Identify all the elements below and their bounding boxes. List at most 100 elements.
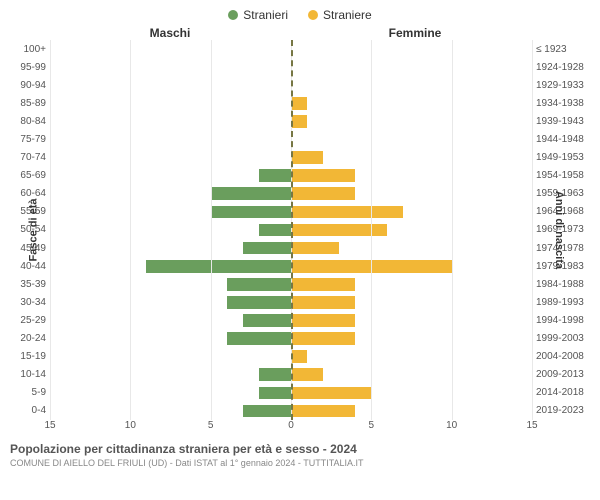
x-tick: 15 <box>44 420 55 431</box>
birth-year-labels: ≤ 19231924-19281929-19331934-19381939-19… <box>532 40 600 420</box>
center-line <box>291 40 293 420</box>
x-tick: 5 <box>208 420 214 431</box>
birth-label: 1924-1928 <box>536 58 600 76</box>
age-label: 75-79 <box>0 130 46 148</box>
x-tick: 0 <box>288 420 294 431</box>
footer: Popolazione per cittadinanza straniera p… <box>0 436 600 468</box>
birth-label: 2009-2013 <box>536 366 600 384</box>
bar-female <box>291 314 355 327</box>
plot-area <box>50 40 532 420</box>
age-label: 35-39 <box>0 275 46 293</box>
age-label: 10-14 <box>0 366 46 384</box>
age-label: 65-69 <box>0 167 46 185</box>
birth-label: 1979-1983 <box>536 257 600 275</box>
bar-male <box>227 332 291 345</box>
bar-male <box>259 169 291 182</box>
birth-label: ≤ 1923 <box>536 40 600 58</box>
birth-label: 2019-2023 <box>536 402 600 420</box>
bar-female <box>291 224 387 237</box>
chart-title: Popolazione per cittadinanza straniera p… <box>10 442 590 456</box>
age-label: 100+ <box>0 40 46 58</box>
bar-male <box>227 278 291 291</box>
bar-male <box>146 260 291 273</box>
age-label: 5-9 <box>0 384 46 402</box>
x-tick: 10 <box>446 420 457 431</box>
bar-male <box>211 206 291 219</box>
bar-female <box>291 332 355 345</box>
grid-line <box>130 40 131 420</box>
bar-male <box>227 296 291 309</box>
x-tick: 5 <box>369 420 375 431</box>
age-label: 90-94 <box>0 76 46 94</box>
legend-item-male: Stranieri <box>228 8 288 22</box>
legend-swatch-male <box>228 10 238 20</box>
birth-label: 1954-1958 <box>536 167 600 185</box>
birth-label: 1944-1948 <box>536 130 600 148</box>
bar-female <box>291 115 307 128</box>
birth-label: 1949-1953 <box>536 149 600 167</box>
bar-female <box>291 242 339 255</box>
chart-container: Stranieri Straniere Maschi Femmine Fasce… <box>0 0 600 500</box>
header-male: Maschi <box>0 26 290 40</box>
bar-female <box>291 278 355 291</box>
bar-female <box>291 187 355 200</box>
grid-line <box>452 40 453 420</box>
birth-label: 1989-1993 <box>536 293 600 311</box>
birth-label: 1929-1933 <box>536 76 600 94</box>
age-label: 70-74 <box>0 149 46 167</box>
bar-male <box>259 368 291 381</box>
chart-subtitle: COMUNE DI AIELLO DEL FRIULI (UD) - Dati … <box>10 458 590 468</box>
legend: Stranieri Straniere <box>0 0 600 26</box>
age-label: 15-19 <box>0 348 46 366</box>
bar-female <box>291 405 355 418</box>
birth-label: 1969-1973 <box>536 221 600 239</box>
legend-label-male: Stranieri <box>243 8 288 22</box>
bar-male <box>243 405 291 418</box>
legend-label-female: Straniere <box>323 8 372 22</box>
grid-line <box>371 40 372 420</box>
bar-female <box>291 387 371 400</box>
x-tick: 10 <box>125 420 136 431</box>
age-label: 80-84 <box>0 112 46 130</box>
legend-item-female: Straniere <box>308 8 372 22</box>
age-label: 0-4 <box>0 402 46 420</box>
birth-label: 2014-2018 <box>536 384 600 402</box>
age-label: 25-29 <box>0 311 46 329</box>
birth-label: 1959-1963 <box>536 185 600 203</box>
bar-male <box>211 187 291 200</box>
bar-female <box>291 296 355 309</box>
bar-male <box>259 387 291 400</box>
birth-label: 1939-1943 <box>536 112 600 130</box>
column-headers: Maschi Femmine <box>0 26 600 40</box>
birth-label: 1994-1998 <box>536 311 600 329</box>
bar-male <box>243 314 291 327</box>
birth-label: 2004-2008 <box>536 348 600 366</box>
grid-line <box>50 40 51 420</box>
y-axis-right-title: Anni di nascita <box>553 191 565 269</box>
header-female: Femmine <box>290 26 600 40</box>
birth-label: 1934-1938 <box>536 94 600 112</box>
age-label: 85-89 <box>0 94 46 112</box>
age-label: 30-34 <box>0 293 46 311</box>
grid-line <box>211 40 212 420</box>
bar-female <box>291 169 355 182</box>
birth-label: 1984-1988 <box>536 275 600 293</box>
legend-swatch-female <box>308 10 318 20</box>
bar-male <box>243 242 291 255</box>
birth-label: 1964-1968 <box>536 203 600 221</box>
bar-female <box>291 350 307 363</box>
x-tick: 15 <box>526 420 537 431</box>
birth-label: 1974-1978 <box>536 239 600 257</box>
age-labels: 100+95-9990-9485-8980-8475-7970-7465-696… <box>0 40 50 420</box>
bar-male <box>259 224 291 237</box>
age-label: 20-24 <box>0 330 46 348</box>
age-label: 95-99 <box>0 58 46 76</box>
grid-line <box>532 40 533 420</box>
chart-area: Fasce di età Anni di nascita 100+95-9990… <box>0 40 600 420</box>
x-axis: 15105051015 <box>50 420 532 436</box>
bar-female <box>291 97 307 110</box>
bar-female <box>291 368 323 381</box>
birth-label: 1999-2003 <box>536 330 600 348</box>
y-axis-left-title: Fasce di età <box>27 199 39 262</box>
bar-female <box>291 151 323 164</box>
